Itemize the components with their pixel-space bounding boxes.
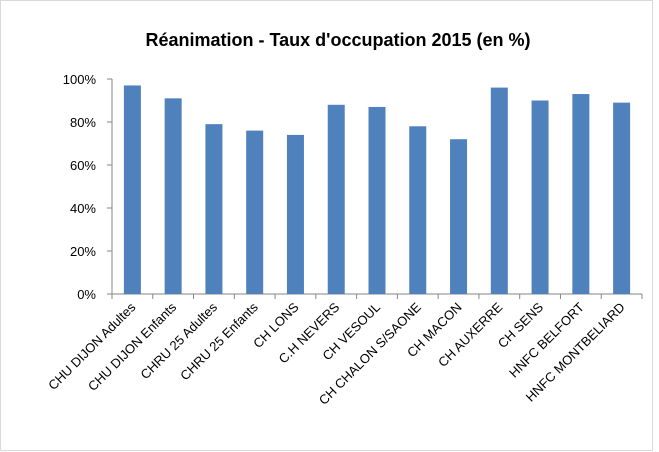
bar [327,104,345,294]
bar [164,98,182,294]
bar [205,124,223,295]
bar [246,130,264,294]
bar [123,85,141,294]
y-tick-label: 40% [70,201,96,216]
bar [409,126,427,294]
y-tick-label: 0% [77,287,96,302]
bar [531,100,549,294]
y-tick-label: 60% [70,158,96,173]
bar [572,94,590,294]
y-tick-label: 80% [70,115,96,130]
bar [613,102,631,295]
bar [286,134,304,294]
bar [490,87,508,294]
bar [368,106,386,294]
bar [450,139,468,294]
y-tick-label: 20% [70,244,96,259]
chart-title: Réanimation - Taux d'occupation 2015 (en… [145,30,530,50]
y-tick-label: 100% [63,72,97,87]
